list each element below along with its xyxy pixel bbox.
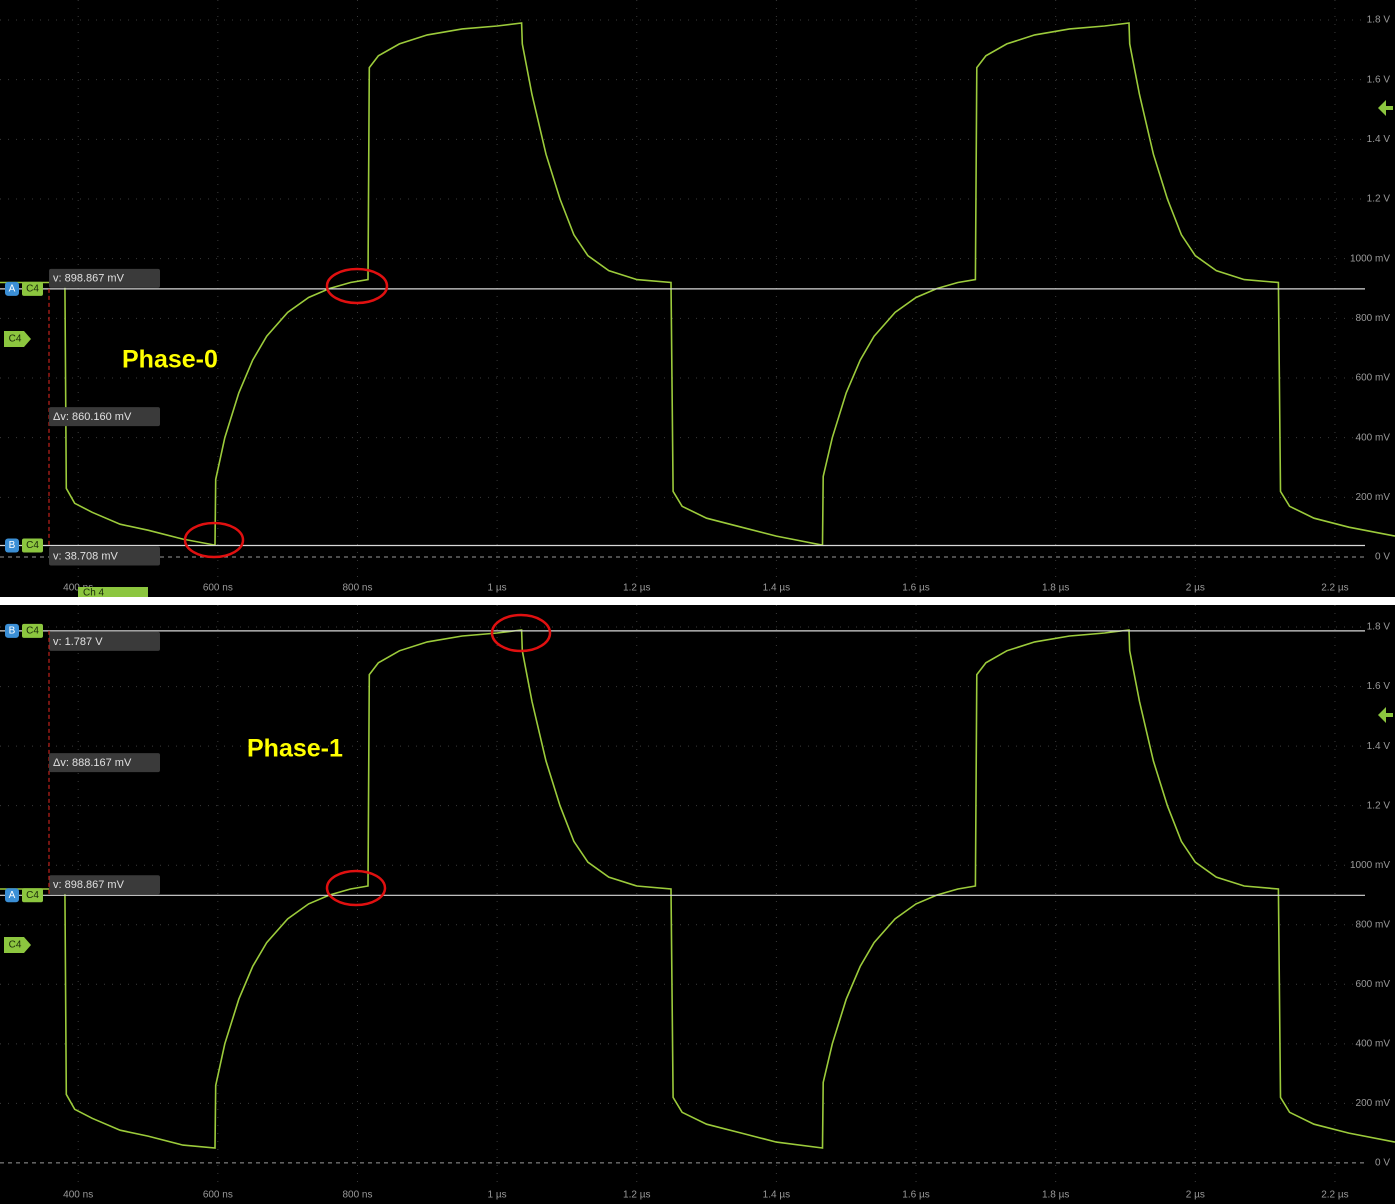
y-tick-label: 800 mV [1356, 313, 1391, 324]
cursor-readout: v: 1.787 V [53, 636, 103, 648]
panel [0, 605, 1395, 1204]
channel-badge-label: C4 [26, 626, 39, 637]
channel-badge [22, 623, 43, 638]
y-tick-label: 1.6 V [1367, 681, 1391, 692]
cursor-readout: v: 898.867 mV [53, 273, 125, 285]
delta-readout-box [49, 407, 160, 427]
channel-badge-label: C4 [26, 540, 39, 551]
delta-readout-box [49, 753, 160, 773]
x-tick-label: 1.6 µs [902, 583, 929, 594]
delta-readout: Δv: 860.160 mV [53, 411, 132, 423]
y-tick-label: 200 mV [1356, 492, 1391, 503]
highlight-circle [325, 267, 389, 305]
y-tick-label: 600 mV [1356, 373, 1391, 384]
cursor-badge-label: A [9, 890, 16, 901]
y-tick-label: 1.8 V [1367, 15, 1391, 26]
x-tick-label: 1.8 µs [1042, 1190, 1069, 1201]
x-tick-label: 600 ns [203, 583, 233, 594]
waveform [0, 629, 1395, 1149]
panel [0, 0, 1395, 597]
delta-readout: Δv: 888.167 mV [53, 757, 132, 769]
x-tick-label: 2 µs [1186, 583, 1205, 594]
y-tick-label: 200 mV [1356, 1098, 1391, 1109]
cursor-badge-label: B [9, 540, 16, 551]
highlight-circle [490, 613, 552, 653]
x-tick-label: 2 µs [1186, 1190, 1205, 1201]
x-tick-label: 400 ns [63, 1190, 93, 1201]
trigger-arrow [1378, 100, 1393, 116]
channel-badge [22, 538, 43, 553]
channel-badge-label: C4 [26, 283, 39, 294]
x-tick-label: 2.2 µs [1321, 1190, 1348, 1201]
trigger-arrow [1378, 707, 1393, 723]
phase-label: Phase-1 [247, 735, 343, 763]
cursor-badge [5, 281, 19, 296]
x-tick-label: 1 µs [488, 583, 507, 594]
y-tick-label: 600 mV [1356, 979, 1391, 990]
y-tick-label: 0 V [1375, 552, 1390, 563]
x-tick-label: 1.4 µs [763, 583, 790, 594]
x-tick-label: 2.2 µs [1321, 583, 1348, 594]
x-tick-label: 1 µs [488, 1190, 507, 1201]
y-tick-label: 1.6 V [1367, 74, 1391, 85]
channel-badge [22, 281, 43, 296]
cursor-badge [5, 538, 19, 553]
channel-marker-label: C4 [9, 940, 22, 951]
x-tick-label: 1.4 µs [763, 1190, 790, 1201]
x-tick-label: 800 ns [342, 583, 372, 594]
cursor-badge [5, 888, 19, 903]
y-tick-label: 1.4 V [1367, 134, 1391, 145]
cursor-readout-box [49, 546, 160, 566]
channel-marker [4, 937, 31, 953]
cursor-badge-label: A [9, 283, 16, 294]
x-tick-label: 1.2 µs [623, 1190, 650, 1201]
y-tick-label: 1000 mV [1350, 860, 1390, 871]
x-tick-label: 1.8 µs [1042, 583, 1069, 594]
x-tick-label: 1.2 µs [623, 583, 650, 594]
cursor-readout-box [49, 631, 160, 651]
channel-marker [4, 331, 31, 347]
y-tick-label: 1.4 V [1367, 741, 1391, 752]
y-tick-label: 1.2 V [1367, 194, 1391, 205]
y-tick-label: 800 mV [1356, 919, 1391, 930]
cursor-readout-box [49, 875, 160, 895]
cursor-badge-label: B [9, 626, 16, 637]
cursor-readout-box [49, 268, 160, 288]
x-tick-label: 1.6 µs [902, 1190, 929, 1201]
channel-tab-label: Ch 4 [83, 588, 105, 599]
highlight-circle [183, 521, 245, 559]
highlight-circle [325, 869, 387, 907]
y-tick-label: 1.2 V [1367, 800, 1391, 811]
y-tick-label: 400 mV [1356, 1038, 1391, 1049]
channel-tab [78, 587, 148, 597]
y-tick-label: 0 V [1375, 1158, 1390, 1169]
channel-badge-label: C4 [26, 890, 39, 901]
phase-label: Phase-0 [122, 346, 218, 374]
channel-marker-label: C4 [9, 334, 22, 345]
channel-badge [22, 888, 43, 903]
y-tick-label: 400 mV [1356, 432, 1391, 443]
waveform [0, 22, 1395, 547]
x-tick-label: 800 ns [342, 1190, 372, 1201]
cursor-readout: v: 38.708 mV [53, 550, 118, 562]
y-tick-label: 1000 mV [1350, 253, 1390, 264]
y-tick-label: 1.8 V [1367, 622, 1391, 633]
x-tick-label: 600 ns [203, 1190, 233, 1201]
cursor-readout: v: 898.867 mV [53, 879, 125, 891]
cursor-badge [5, 623, 19, 638]
